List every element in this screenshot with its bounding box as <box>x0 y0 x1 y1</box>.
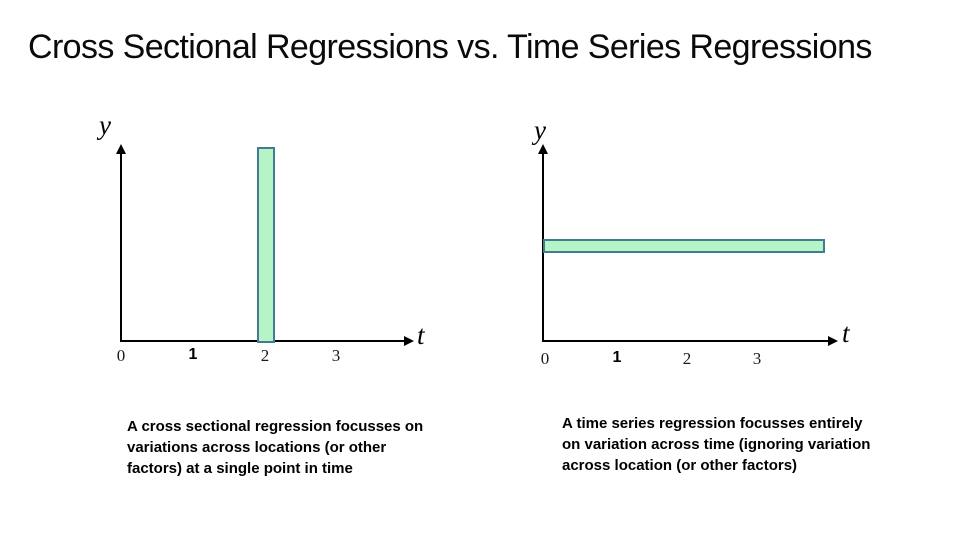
left-tick-2: 2 <box>260 346 270 365</box>
time-series-horizontal-bar <box>543 239 825 253</box>
left-y-axis-line <box>120 152 122 342</box>
caption-line: A cross sectional regression focusses on <box>127 418 424 435</box>
caption-line: A time series regression focusses entire… <box>562 415 863 432</box>
caption-line: across location (or other factors) <box>562 457 798 474</box>
right-t-axis-line <box>542 340 828 342</box>
right-t-axis-label: t <box>842 318 850 348</box>
right-tick-1: 1 <box>612 349 622 366</box>
caption-line: factors) at a single point in time <box>127 460 353 477</box>
caption-line: on variation across time (ignoring varia… <box>562 436 871 453</box>
left-y-axis-arrowhead <box>116 144 126 154</box>
cross-sectional-caption: A cross sectional regression focusses on… <box>127 416 423 479</box>
right-y-axis-arrowhead <box>538 144 548 154</box>
left-tick-3: 3 <box>331 346 341 365</box>
left-tick-0: 0 <box>116 346 126 365</box>
right-tick-3: 3 <box>752 349 762 368</box>
slide-title: Cross Sectional Regressions vs. Time Ser… <box>28 28 872 66</box>
caption-line: variations across locations (or other <box>127 439 387 456</box>
right-t-axis-arrowhead <box>828 336 838 346</box>
cross-section-vertical-bar <box>257 147 275 343</box>
left-t-axis-arrowhead <box>404 336 414 346</box>
left-tick-1: 1 <box>188 346 198 363</box>
time-series-caption: A time series regression focusses entire… <box>562 413 870 476</box>
left-y-axis-label: y <box>99 110 111 140</box>
right-tick-0: 0 <box>540 349 550 368</box>
right-y-axis-label: y <box>534 115 546 145</box>
left-t-axis-label: t <box>417 320 425 350</box>
right-tick-2: 2 <box>682 349 692 368</box>
